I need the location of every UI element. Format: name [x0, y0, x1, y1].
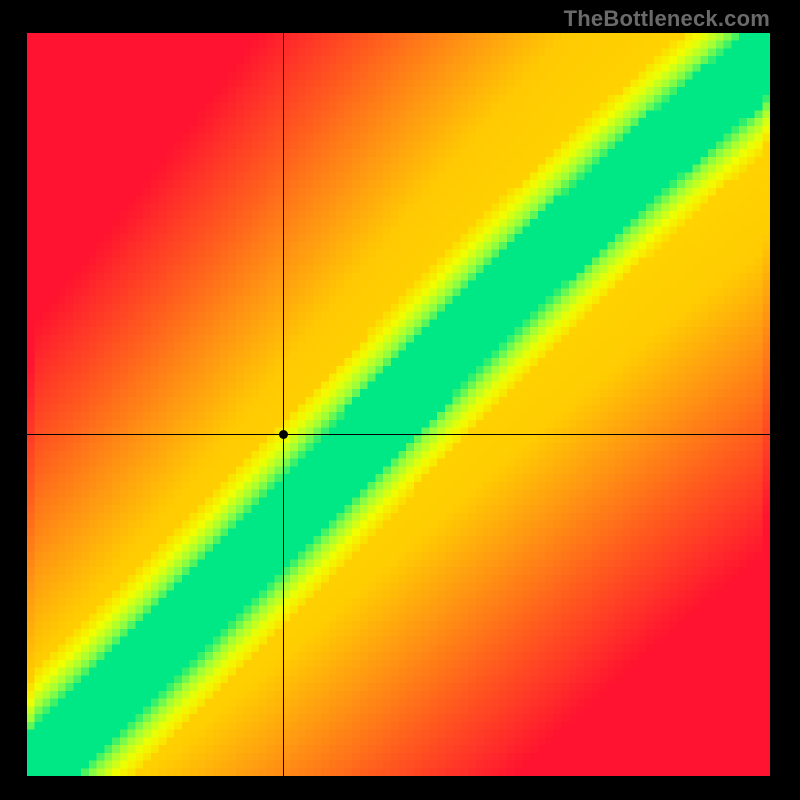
- heatmap-plot: [27, 33, 770, 776]
- heatmap-canvas: [27, 33, 770, 776]
- watermark-text: TheBottleneck.com: [564, 6, 770, 32]
- chart-container: TheBottleneck.com: [0, 0, 800, 800]
